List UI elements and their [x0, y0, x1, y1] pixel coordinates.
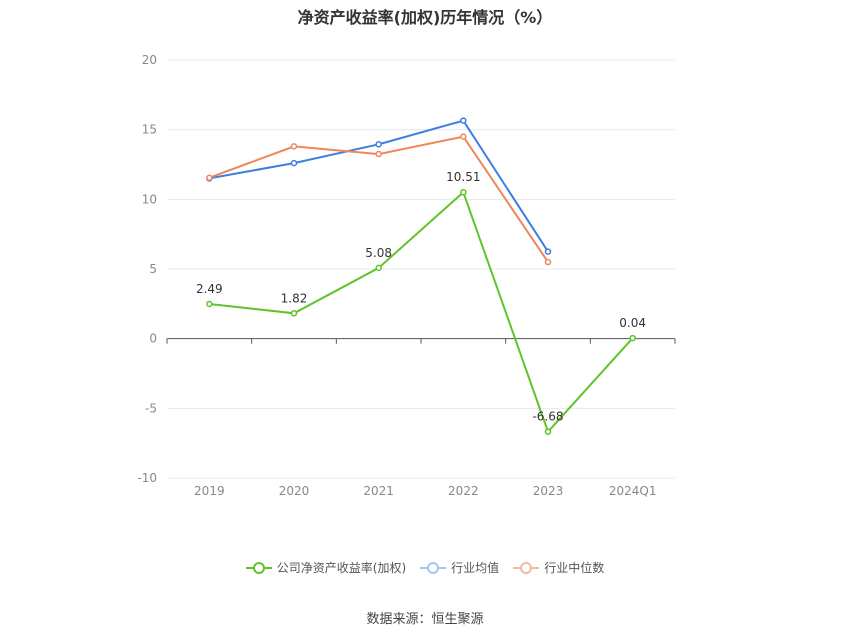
data-label: 5.08 [365, 246, 392, 260]
chart-legend: 公司净资产收益率(加权) 行业均值 行业中位数 [0, 559, 850, 576]
legend-industry-mean-label: 行业均值 [451, 561, 500, 575]
data-label: -6.68 [532, 410, 563, 424]
data-point [375, 264, 382, 272]
data-point [544, 248, 552, 255]
legend-item-industry-median[interactable]: 行业中位数 [513, 559, 604, 576]
legend-item-industry-mean[interactable]: 行业均值 [420, 559, 499, 576]
x-tick-label: 2024Q1 [609, 484, 657, 498]
data-point [290, 310, 298, 317]
data-point [544, 428, 552, 435]
data-point [460, 188, 467, 196]
legend-industry-median-marker [513, 561, 540, 574]
y-tick-label: 5 [149, 262, 157, 276]
x-tick-label: 2020 [279, 484, 310, 498]
y-tick-label: 20 [142, 53, 157, 67]
data-label: 1.82 [281, 291, 308, 305]
series-line-0 [209, 190, 634, 434]
data-label: 10.51 [446, 170, 480, 184]
data-point [375, 150, 382, 158]
data-point [206, 174, 213, 181]
x-tick-label: 2023 [533, 484, 564, 498]
data-label: 0.04 [619, 316, 646, 330]
chart-title: 净资产收益率(加权)历年情况（%） [297, 8, 553, 27]
data-point [375, 141, 382, 148]
y-tick-label: 0 [149, 332, 157, 346]
data-point [290, 159, 298, 167]
legend-item-roe[interactable]: 公司净资产收益率(加权) [245, 559, 407, 576]
data-source: 数据来源：恒生聚源 [366, 612, 484, 627]
x-tick-label: 2019 [194, 484, 225, 498]
y-tick-label: -10 [137, 471, 157, 485]
y-tick-label: 10 [142, 192, 157, 206]
data-point [206, 300, 213, 308]
legend-roe-label: 公司净资产收益率(加权) [276, 561, 407, 575]
x-tick-label: 2022 [448, 484, 479, 498]
x-tick-label: 2021 [363, 484, 394, 498]
data-point [460, 117, 467, 124]
data-point [629, 334, 636, 342]
y-tick-label: -5 [145, 401, 157, 415]
data-point [460, 133, 467, 140]
legend-industry-median-label: 行业中位数 [544, 561, 605, 575]
legend-industry-mean-marker [420, 561, 447, 574]
data-point [544, 258, 552, 266]
data-point [290, 143, 298, 150]
data-label: 2.49 [196, 282, 223, 296]
y-tick-label: 15 [142, 123, 157, 137]
legend-roe-marker [245, 561, 272, 574]
